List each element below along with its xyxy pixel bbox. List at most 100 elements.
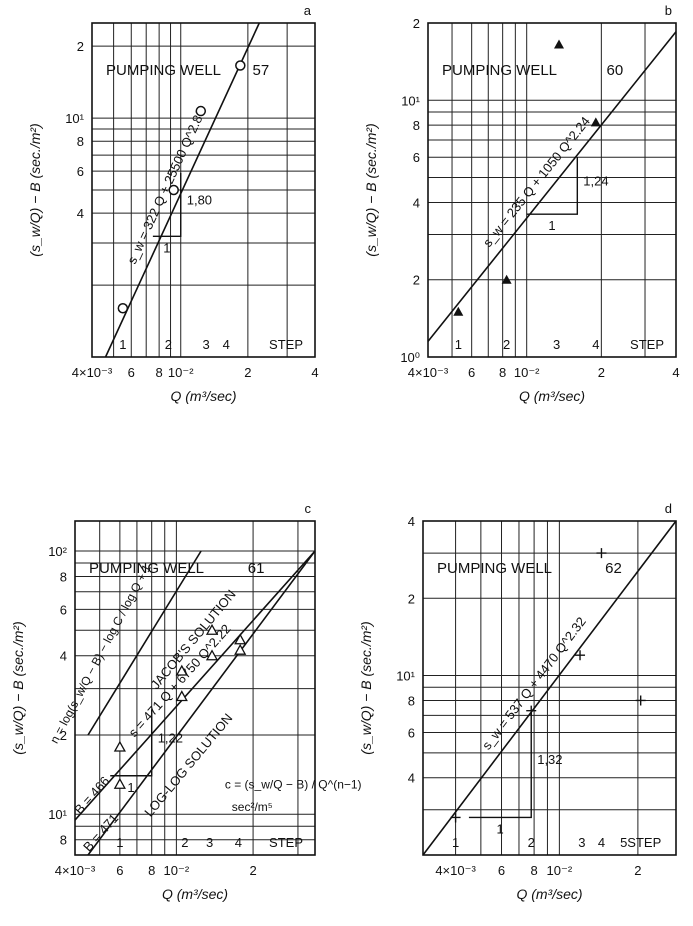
x-tick-label: 10⁻² [164, 863, 190, 878]
y-tick-label: 6 [77, 164, 84, 179]
y-tick-label: 10⁰ [400, 350, 420, 365]
data-point [168, 184, 179, 196]
y-tick-label: 2 [413, 16, 420, 31]
y-tick-label: 6 [413, 150, 420, 165]
slope-triangle [152, 172, 182, 238]
slope-run-label: 1 [127, 780, 134, 795]
x-tick-label: 4×10⁻³ [435, 863, 476, 878]
step-label: 2 [165, 337, 172, 352]
step-label: 3 [206, 835, 213, 850]
x-tick-label: 8 [156, 365, 163, 380]
y-tick-label: 4 [60, 649, 67, 664]
x-axis-label: Q (m³/sec) [162, 886, 228, 902]
slope-triangle [468, 710, 532, 819]
well-title: PUMPING WELL [442, 62, 557, 79]
data-point [635, 695, 646, 706]
step-word: STEP [630, 337, 664, 352]
y-tick-label: 8 [60, 833, 67, 848]
step-label: 5STEP [620, 835, 661, 850]
well-title: PUMPING WELL [106, 62, 221, 79]
y-tick-label: 10¹ [401, 93, 420, 108]
step-label: 2 [528, 835, 535, 850]
step-word: STEP [269, 337, 303, 352]
fit-line-1 [427, 31, 677, 342]
data-point [450, 812, 461, 823]
slope-label: 1,80 [187, 193, 212, 208]
y-axis-label: (s_w/Q) − B (sec./m²) [27, 123, 43, 256]
x-tick-label: 2 [249, 863, 256, 878]
data-point [554, 39, 565, 49]
well-number: 60 [607, 62, 624, 79]
y-axis-label: (s_w/Q) − B (sec./m²) [358, 621, 374, 754]
fit-line-1 [104, 22, 261, 358]
y-tick-label: 6 [60, 602, 67, 617]
well-title: PUMPING WELL [89, 560, 204, 577]
step-label: 1 [119, 337, 126, 352]
step-label: 3 [203, 337, 210, 352]
x-axis-label: Q (m³/sec) [516, 886, 582, 902]
y-tick-label: 2 [408, 591, 415, 606]
well-number: 61 [248, 560, 265, 577]
x-tick-label: 8 [530, 863, 537, 878]
data-point [453, 306, 464, 316]
x-tick-label: 6 [128, 365, 135, 380]
y-tick-label: 2 [60, 728, 67, 743]
y-tick-label: 4 [408, 771, 415, 786]
y-tick-label: 2 [413, 273, 420, 288]
y-tick-label: 8 [77, 134, 84, 149]
annotation-c-formula: c = (s_w/Q − B) / Q^(n−1) [225, 778, 362, 792]
y-tick-label: 4 [413, 195, 420, 210]
panel-letter: b [665, 3, 672, 18]
x-tick-label: 2 [598, 365, 605, 380]
data-point [175, 664, 188, 676]
step-label: 4 [235, 835, 242, 850]
panel-d: 4×10⁻³ 6 8 10⁻² 2 4 6 8 10¹ 2 4 Q (m³/sec) (s_w/Q) −… [358, 501, 677, 902]
x-tick-label: 6 [468, 365, 475, 380]
data-point [596, 548, 607, 559]
step-label: 2 [503, 337, 510, 352]
x-tick-label: 4 [311, 365, 318, 380]
y-tick-label: 10¹ [396, 669, 415, 684]
step-label: 4 [592, 337, 599, 352]
plot-frame [422, 520, 677, 856]
data-point [590, 117, 601, 127]
step-label: 1 [116, 835, 123, 850]
annotation-b466: B = 466 [71, 773, 112, 817]
well-number: 62 [605, 560, 622, 577]
plot-frame [91, 22, 316, 358]
y-tick-label: 8 [413, 118, 420, 133]
step-label: 3 [578, 835, 585, 850]
x-tick-label: 4 [672, 365, 679, 380]
x-tick-label: 4×10⁻³ [55, 863, 96, 878]
data-point [117, 302, 129, 314]
step-label: 1 [452, 835, 459, 850]
x-tick-label: 2 [634, 863, 641, 878]
data-point [175, 690, 188, 702]
x-axis-label: Q (m³/sec) [519, 388, 585, 404]
annotation-units: sec²/m⁵ [232, 800, 273, 814]
step-word: STEP [269, 835, 303, 850]
y-tick-label: 2 [77, 39, 84, 54]
y-tick-label: 4 [77, 206, 84, 221]
x-tick-label: 8 [499, 365, 506, 380]
data-point [113, 740, 126, 752]
x-tick-label: 10⁻² [168, 365, 194, 380]
x-axis-label: Q (m³/sec) [170, 388, 236, 404]
y-tick-label: 10¹ [65, 111, 84, 126]
panel-letter: c [305, 501, 312, 516]
y-axis-label: (s_w/Q) − B (sec./m²) [10, 621, 26, 754]
fit-line-3 [87, 550, 202, 736]
well-number: 57 [253, 62, 270, 79]
slope-run-label: 1 [496, 821, 503, 836]
data-point [234, 633, 247, 645]
slope-triangle [110, 709, 153, 777]
slope-run-label: 1 [548, 218, 555, 233]
data-point [235, 60, 246, 71]
x-tick-label: 4×10⁻³ [408, 365, 449, 380]
well-title: PUMPING WELL [437, 560, 552, 577]
annotation-b471: B = 471 [80, 811, 121, 855]
slope-label: 1,22 [158, 731, 183, 746]
